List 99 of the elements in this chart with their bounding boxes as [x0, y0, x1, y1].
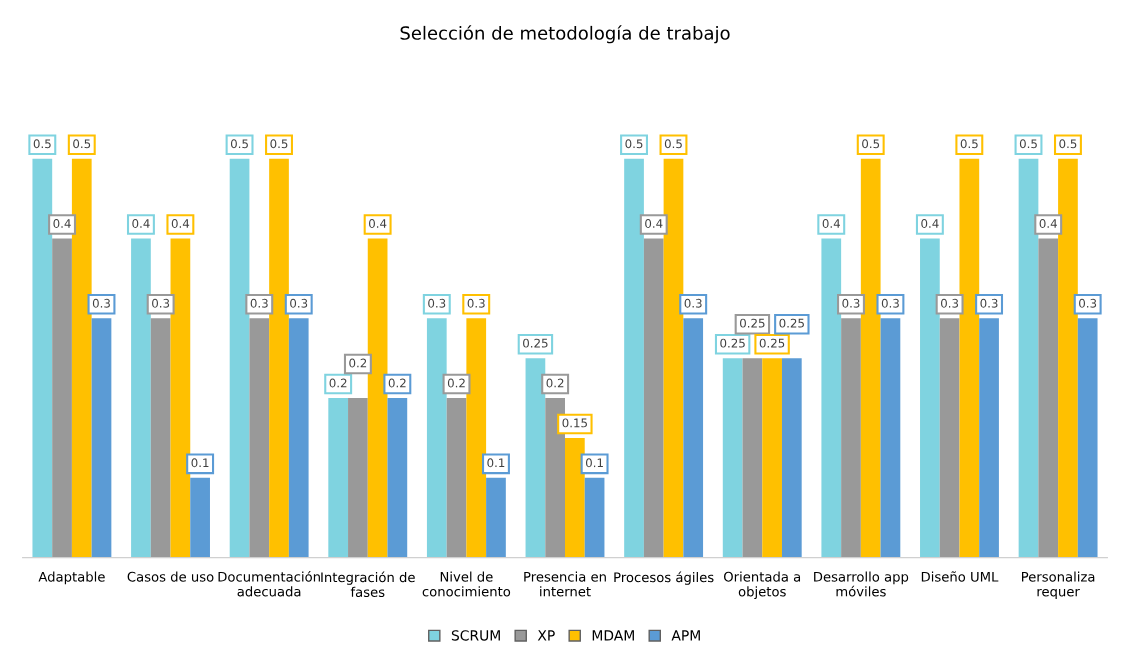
data-label: 0.4	[1039, 219, 1057, 228]
legend-label: MDAM	[592, 630, 634, 641]
bar	[269, 158, 289, 558]
data-label: 0.25	[740, 318, 765, 328]
bar	[624, 158, 644, 558]
bar	[71, 158, 92, 558]
data-label: 0.5	[1019, 139, 1037, 149]
data-label: 0.3	[941, 298, 959, 308]
data-label: 0.5	[73, 139, 91, 149]
data-label: 0.3	[881, 298, 899, 308]
data-label: 0.25	[720, 338, 745, 348]
x-tick-label: Diseño UML	[921, 571, 999, 582]
bar	[426, 318, 447, 558]
bar	[1038, 238, 1059, 558]
x-tick-label: Documentación adecuada	[218, 570, 320, 597]
data-label: 0.5	[270, 139, 288, 149]
bar	[52, 238, 72, 558]
bar	[742, 358, 763, 558]
bar	[32, 158, 53, 558]
bar	[880, 318, 901, 558]
data-label: 0.3	[290, 298, 308, 308]
bar	[722, 358, 743, 558]
bar	[1077, 318, 1098, 558]
data-label: 0.4	[822, 219, 840, 228]
bar	[170, 238, 191, 558]
bar	[249, 318, 270, 558]
x-tick-label: Procesos ágiles	[614, 571, 714, 585]
bar	[348, 398, 368, 558]
data-label: 0.3	[152, 298, 170, 308]
bar	[821, 238, 842, 558]
chart-title: Selección de metodología de trabajo	[400, 25, 730, 44]
data-label: 0.5	[960, 139, 978, 149]
data-label: 0.4	[921, 219, 939, 228]
bar	[959, 158, 980, 558]
bar	[525, 358, 546, 558]
data-label: 0.1	[487, 458, 505, 468]
x-tick-label: Casos de uso	[127, 571, 214, 582]
x-tick-label: Nivel de conocimiento	[422, 571, 511, 597]
data-label: 0.2	[329, 378, 347, 388]
data-label: 0.3	[92, 298, 110, 308]
data-label: 0.5	[625, 139, 643, 149]
data-label: 0.5	[862, 139, 880, 149]
bar	[1058, 158, 1078, 558]
x-tick-label: Adaptable	[38, 571, 105, 585]
bar	[387, 398, 408, 558]
bar	[683, 318, 704, 558]
bar	[229, 158, 250, 558]
data-label: 0.25	[759, 338, 785, 348]
bar	[91, 318, 112, 558]
bar	[939, 318, 960, 558]
data-label: 0.3	[467, 298, 485, 308]
data-label: 0.4	[132, 219, 150, 228]
data-label: 0.2	[546, 378, 564, 388]
x-tick-label: Orientada a objetos	[724, 571, 801, 600]
data-label: 0.2	[349, 358, 367, 368]
data-label: 0.4	[171, 219, 190, 228]
x-tick-label: Personaliza requer	[1022, 571, 1095, 600]
bar	[131, 238, 151, 558]
data-label: 0.3	[428, 298, 446, 308]
x-tick-label: Desarrollo app móviles	[814, 571, 909, 597]
x-tick-label: Integración de fases	[321, 571, 415, 597]
legend-label: XP	[537, 630, 555, 641]
data-label: 0.3	[1079, 298, 1097, 308]
bar	[288, 318, 309, 558]
data-label: 0.2	[447, 378, 465, 388]
bar	[1018, 158, 1039, 558]
data-label: 0.3	[684, 298, 702, 308]
data-label: 0.1	[585, 458, 603, 468]
bar	[920, 238, 940, 558]
bar	[781, 358, 802, 558]
bar	[446, 398, 467, 558]
data-label: 0.2	[388, 378, 406, 388]
data-label: 0.5	[1059, 139, 1077, 149]
data-label: 0.3	[250, 298, 268, 308]
data-label: 0.3	[842, 298, 860, 308]
data-label: 0.4	[53, 219, 71, 228]
bar	[841, 318, 861, 558]
data-label: 0.3	[980, 298, 998, 308]
data-label: 0.4	[369, 219, 387, 228]
bar	[643, 238, 664, 558]
data-label: 0.1	[191, 458, 209, 468]
data-label: 0.5	[230, 139, 248, 149]
bar	[328, 398, 349, 558]
data-label: 0.25	[523, 338, 548, 348]
bar	[979, 318, 999, 558]
bar	[367, 238, 388, 558]
bar	[150, 318, 171, 558]
bar	[762, 358, 782, 558]
bar	[466, 318, 487, 558]
data-label: 0.5	[33, 139, 51, 149]
data-label: 0.5	[664, 139, 682, 149]
legend-label: APM	[671, 630, 700, 641]
data-label: 0.15	[562, 418, 587, 428]
bar	[860, 158, 881, 558]
data-label: 0.4	[645, 219, 663, 228]
x-tick-label: Presencia en internet	[524, 571, 606, 597]
data-label: 0.25	[779, 318, 804, 328]
legend-label: SCRUM	[451, 630, 500, 641]
bar	[663, 158, 684, 558]
